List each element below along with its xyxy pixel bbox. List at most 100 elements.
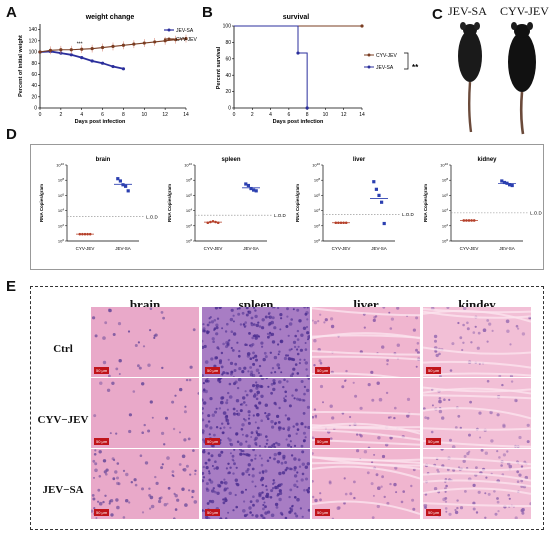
group-label: JEV-SA [499, 246, 515, 251]
group-label: CYV-JEV [204, 246, 223, 251]
data-point [90, 47, 94, 51]
group-label: CYV-JEV [76, 246, 95, 251]
data-point [100, 45, 105, 50]
y-tick-label: 140 [29, 27, 38, 33]
data-point [500, 179, 504, 183]
data-point [126, 189, 130, 193]
y-tick-label: 40 [31, 83, 37, 89]
y-tick-label: 106 [314, 192, 320, 198]
y-tick-label: 102 [314, 223, 320, 229]
x-tick-label: 0 [39, 112, 42, 118]
legend-marker [367, 65, 371, 69]
data-point [90, 59, 94, 63]
x-tick-label: 0 [233, 112, 236, 118]
data-point [342, 221, 345, 225]
data-point [374, 187, 378, 191]
scale-bar: 50 μm [205, 367, 221, 374]
data-point [184, 36, 188, 41]
y-tick-label: 106 [58, 192, 64, 198]
data-point [252, 188, 256, 192]
data-point [100, 61, 105, 65]
data-point [337, 221, 340, 225]
data-point [142, 41, 146, 45]
row-header-cyv-jev: CYV−JEV [37, 414, 89, 426]
y-tick-label: 1010 [440, 162, 448, 168]
legend-marker [367, 53, 371, 57]
y-tick-label: 104 [58, 208, 64, 214]
histology-image-kindey-row2: 50 μm [423, 378, 531, 448]
data-point [78, 232, 82, 236]
tissue-texture [202, 378, 310, 448]
histology-image-kindey-row1: 50 μm [423, 307, 531, 377]
histology-image-spleen-row1: 50 μm [202, 307, 310, 377]
y-axis-label: RNA Copies/gram [39, 184, 44, 222]
scale-bar: 50 μm [426, 367, 442, 374]
x-tick-label: 8 [122, 112, 125, 118]
y-tick-label: 100 [442, 238, 448, 244]
y-tick-label: 100 [29, 50, 38, 56]
tissue-texture [423, 449, 531, 519]
data-point [305, 106, 309, 110]
histology-image-spleen-row3: 50 μm [202, 449, 310, 519]
x-tick-label: 2 [59, 112, 62, 118]
y-tick-label: 108 [314, 177, 320, 183]
y-tick-label: 60 [31, 72, 37, 78]
panel-e-box: brain spleen liver kindey Ctrl CYV−JEV J… [30, 286, 544, 530]
data-point [296, 51, 300, 55]
weight-change-chart: weight change Percent of initial weight … [18, 14, 198, 125]
histology-image-kindey-row3: 50 μm [423, 449, 531, 519]
panel-letter-d: D [6, 126, 17, 143]
data-point [244, 182, 248, 186]
y-tick-label: 106 [186, 192, 192, 198]
tissue-texture [312, 379, 420, 448]
row-header-jev-sa: JEV−SA [42, 484, 84, 496]
tissue-texture [423, 379, 531, 448]
data-point [465, 219, 468, 222]
y-tick-label: 102 [186, 223, 192, 229]
histology-image-brain-row1: 50 μm [91, 307, 199, 377]
data-point [69, 48, 73, 52]
data-point [153, 40, 157, 44]
scale-bar: 50 μm [94, 367, 110, 374]
data-point [382, 221, 386, 226]
data-point [467, 219, 471, 222]
scale-bar: 50 μm [315, 509, 331, 516]
data-point [116, 177, 120, 181]
data-point [118, 179, 122, 183]
data-point [472, 219, 476, 222]
data-point [380, 200, 384, 204]
tissue-texture [93, 378, 199, 446]
data-point [339, 221, 343, 225]
y-axis-label: RNA Copies/gram [423, 184, 428, 222]
mouse-silhouettes [458, 22, 536, 135]
subplot-liver: liver RNA Copies/gram 100 102 104 106 108 1010 L… [295, 157, 415, 251]
y-tick-label: 100 [223, 24, 232, 30]
data-point [206, 221, 210, 225]
histology-image-liver-row1: 50 μm [312, 307, 420, 377]
data-point [254, 189, 258, 193]
group-label: JEV-SA [371, 246, 387, 251]
survival-chart: survival Percent survival Days post infe… [216, 14, 419, 125]
mouse-label-left: JEV-SA [448, 4, 487, 18]
data-point [334, 221, 338, 225]
histology-image-spleen-row2: 50 μm [202, 378, 310, 448]
y-tick-label: 1010 [312, 162, 320, 168]
data-point [163, 39, 167, 43]
data-point [510, 183, 514, 188]
data-point [249, 186, 253, 191]
y-tick-label: 108 [442, 177, 448, 183]
histology-image-liver-row2: 50 μm [312, 378, 420, 448]
data-point [246, 183, 250, 188]
data-point [502, 180, 506, 185]
x-tick-label: 12 [162, 112, 168, 118]
group-label: JEV-SA [243, 246, 259, 251]
subplot-spleen: spleen RNA Copies/gram 100 102 104 106 108 1010… [167, 157, 287, 251]
x-tick-label: 10 [142, 112, 148, 118]
x-tick-label: 14 [359, 112, 365, 118]
y-axis-label: RNA Copies/gram [167, 184, 172, 222]
legend-label: JEV-SA [376, 65, 394, 71]
data-point [121, 67, 126, 71]
data-point [470, 219, 473, 222]
data-point [83, 232, 87, 236]
x-axis-label: Days post infection [75, 119, 126, 125]
